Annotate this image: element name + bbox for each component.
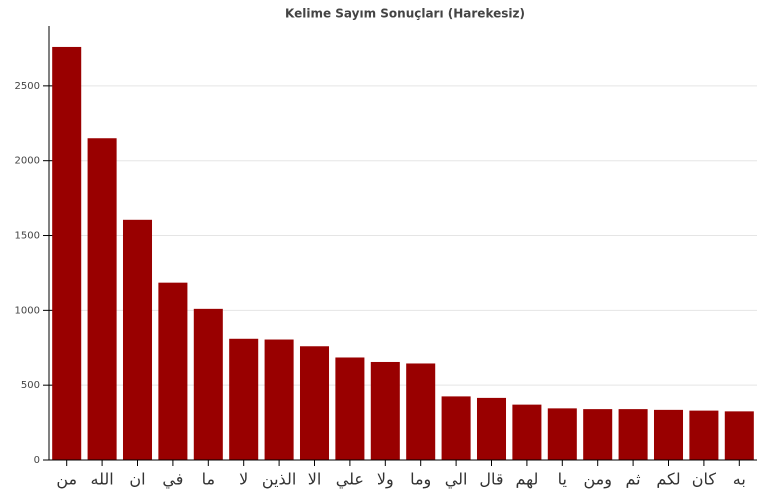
x-tick-label: الله — [90, 470, 113, 489]
bar — [406, 363, 436, 460]
x-tick-label: ولا — [377, 470, 394, 490]
bar — [264, 339, 294, 460]
x-tick-label: ثم — [626, 470, 641, 489]
bar — [370, 361, 400, 460]
y-tick-label: 0 — [34, 455, 40, 466]
y-tick-label: 500 — [21, 380, 40, 391]
bar — [653, 409, 684, 460]
x-tick-label: ما — [202, 470, 215, 489]
bar — [158, 282, 188, 460]
y-tick-label: 1000 — [15, 305, 40, 316]
bar — [583, 409, 613, 460]
x-tick-label: الا — [308, 470, 322, 489]
x-tick-label: يا — [558, 470, 567, 489]
x-tick-label: ان — [129, 470, 145, 489]
x-tick-label: ومن — [583, 470, 611, 490]
bar — [476, 397, 507, 460]
y-tick-label: 2500 — [15, 81, 40, 92]
x-tick-label: الي — [445, 470, 468, 490]
x-tick-label: علي — [336, 470, 364, 490]
chart-title: Kelime Sayım Sonuçları (Harekesiz) — [285, 7, 525, 21]
y-tick-label: 1500 — [15, 231, 40, 242]
x-tick-label: كان — [692, 470, 717, 489]
bar — [193, 308, 223, 460]
bar — [547, 408, 577, 460]
x-tick-label: لا — [239, 470, 248, 489]
x-tick-label: وما — [410, 470, 431, 490]
x-tick-label: الذين — [262, 470, 296, 490]
bar — [689, 410, 719, 460]
x-tick-label: لهم — [515, 470, 538, 490]
bar — [618, 409, 648, 460]
bar — [87, 138, 117, 460]
bar — [441, 396, 471, 460]
x-tick-label: قال — [479, 470, 503, 489]
bar — [299, 346, 330, 460]
bar — [122, 219, 153, 460]
bar — [335, 357, 365, 460]
bar — [512, 404, 542, 460]
bar — [52, 46, 82, 461]
y-tick-label: 2000 — [15, 156, 40, 167]
x-tick-label: به — [733, 470, 746, 489]
bar — [724, 411, 754, 460]
bar — [229, 338, 259, 460]
x-tick-label: لكم — [656, 470, 680, 489]
x-tick-label: من — [56, 470, 77, 490]
x-tick-label: في — [162, 470, 183, 490]
